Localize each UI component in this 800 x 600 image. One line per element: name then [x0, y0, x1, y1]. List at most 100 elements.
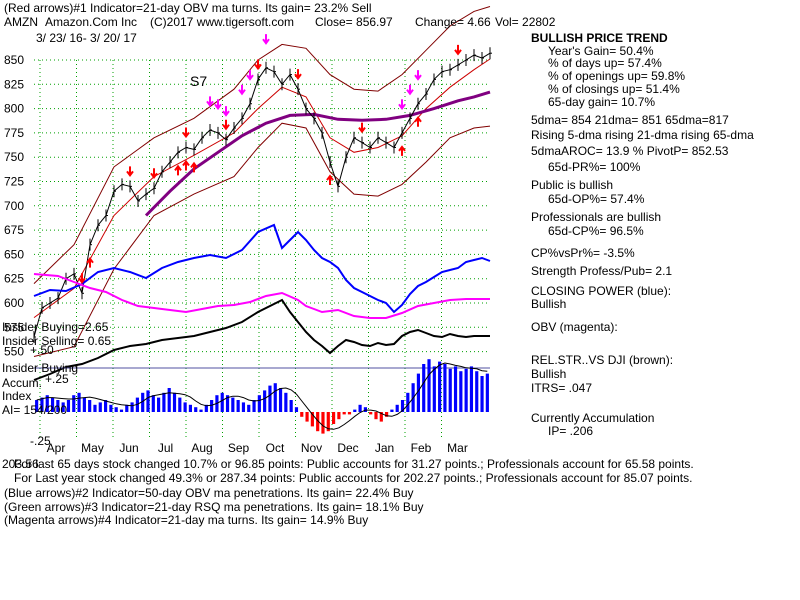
bottom-line5: (Magenta arrows)#4 Indicator=21-day ma t… — [4, 513, 369, 527]
month-tick-label: Jul — [158, 441, 173, 455]
closings-up: % of closings up= 51.4% — [548, 82, 680, 96]
signal-label: S7 — [190, 73, 208, 89]
minus25-label: -.25 — [30, 434, 51, 448]
close-price: Close= 856.97 — [315, 15, 393, 29]
closing-power-bullish: Bullish — [531, 297, 567, 311]
plus25-label: +.25 — [45, 372, 69, 386]
relstr-bullish: Bullish — [531, 367, 567, 381]
price-tick-label: 775 — [4, 126, 24, 140]
price-tick-label: 625 — [4, 272, 24, 286]
trend-title: BULLISH PRICE TREND — [531, 31, 668, 45]
company-name: Amazon.Com Inc — [45, 15, 138, 29]
magenta-arrow — [414, 70, 422, 81]
itrs-value: ITRS= .047 — [531, 381, 593, 395]
date-range: 3/ 23/ 16- 3/ 20/ 17 — [36, 31, 137, 45]
red-buy-arrow — [326, 174, 334, 186]
insider-buying2-label: Insider Buying — [2, 361, 79, 375]
red-sell-arrow — [454, 44, 462, 56]
ai-label: AI= 154/200 — [2, 403, 68, 417]
accum-smooth-line — [36, 362, 488, 430]
relstr-label: REL.STR..VS DJI (brown): — [531, 353, 674, 367]
month-tick-label: May — [81, 441, 104, 455]
month-tick-label: Apr — [47, 441, 66, 455]
copyright: (C)2017 www.tigersoft.com — [150, 15, 295, 29]
month-tick-label: Mar — [447, 441, 468, 455]
red-buy-arrow — [174, 164, 182, 176]
insider-buying-label: Insider Buying=2.65 — [2, 320, 109, 334]
obv-label: OBV (magenta): — [531, 320, 618, 334]
bottom-line4: (Green arrows)#3 Indicator=21-day RSQ ma… — [4, 500, 424, 514]
magenta-arrow — [262, 34, 270, 45]
red-sell-arrow — [126, 166, 134, 178]
upper-band-line — [33, 6, 491, 284]
month-tick-label: Jan — [375, 441, 394, 455]
red-buy-arrow — [86, 257, 94, 268]
red-sell-arrow — [182, 127, 190, 139]
plus50-label: +.50 — [30, 343, 54, 357]
month-tick-label: Dec — [337, 441, 358, 455]
closing-power-label: CLOSING POWER (blue): — [531, 284, 672, 298]
month-tick-label: Sep — [228, 441, 250, 455]
month-tick-label: Feb — [411, 441, 432, 455]
price-tick-label: 675 — [4, 223, 24, 237]
month-tick-label: Oct — [266, 441, 285, 455]
price-tick-label: 550 — [4, 345, 24, 359]
red-sell-arrow — [254, 59, 262, 71]
lower-band-line — [33, 122, 491, 357]
price-tick-label: 850 — [4, 53, 24, 67]
ip-value: IP= .206 — [548, 424, 594, 438]
magenta-arrow — [406, 84, 414, 96]
red-sell-arrow — [222, 119, 230, 131]
red-buy-arrow — [414, 116, 422, 127]
closing-power-line — [33, 223, 491, 314]
strength: Strength Profess/Pub= 2.1 — [531, 264, 673, 278]
volume: Vol= 22802 — [495, 15, 556, 29]
magenta-arrow — [238, 84, 246, 96]
years-gain: Year's Gain= 50.4% — [548, 44, 654, 58]
accum-label: Accum. — [2, 376, 43, 390]
red-buy-arrow — [190, 161, 198, 173]
openings-up: % of openings up= 59.8% — [548, 69, 686, 83]
dma-values: 5dma= 854 21dma= 851 65dma=817 — [531, 113, 729, 127]
aroc-pivot: 5dmaAROC= 13.9 % PivotP= 852.53 — [531, 144, 729, 158]
insider-selling-label: Insider Selling= 0.65 — [2, 334, 112, 348]
price-tick-label: 800 — [4, 102, 24, 116]
relstr-line — [33, 298, 490, 381]
obv-line — [33, 273, 490, 319]
price-tick-label: 825 — [4, 77, 24, 91]
day65-gain: 65-day gain= 10.7% — [548, 95, 656, 109]
price-tick-label: 750 — [4, 150, 24, 164]
price-tick-label: 575 — [4, 320, 24, 334]
magenta-arrow — [214, 99, 222, 110]
price-tick-label: 650 — [4, 247, 24, 261]
price-tick-label: 600 — [4, 296, 24, 310]
ticker: AMZN — [4, 15, 38, 29]
op-value: 65d-OP%= 57.4% — [548, 192, 645, 206]
price-line — [33, 52, 491, 338]
cp-vs-pr: CP%vsPr%= -3.5% — [531, 246, 635, 260]
red-sell-arrow — [78, 273, 86, 284]
price-tick-label: 700 — [4, 199, 24, 213]
red-sell-arrow — [150, 168, 158, 179]
month-tick-label: Nov — [301, 441, 322, 455]
public-bullish: Public is bullish — [531, 178, 614, 192]
price-tick-label: 725 — [4, 175, 24, 189]
accumulation-status: Currently Accumulation — [531, 411, 655, 425]
magenta-arrow — [206, 96, 214, 108]
pros-bullish: Professionals are bullish — [531, 210, 662, 224]
cp-value: 65d-CP%= 96.5% — [548, 224, 644, 238]
bottom-prefix: 203.56 — [2, 457, 39, 471]
days-up: % of days up= 57.4% — [548, 56, 662, 70]
red-buy-arrow — [182, 159, 190, 171]
rising-mas: Rising 5-dma rising 21-dma rising 65-dma — [531, 128, 754, 142]
red-buy-arrow — [398, 145, 406, 156]
bottom-line1: For last 65 days stock changed 10.7% or … — [14, 457, 694, 471]
bottom-line3: (Blue arrows)#2 Indicator=50-day OBV ma … — [4, 486, 414, 500]
index-label: Index — [2, 389, 32, 403]
magenta-arrow — [246, 70, 254, 81]
month-tick-label: Aug — [191, 441, 212, 455]
ma65-line — [144, 90, 491, 217]
magenta-arrow — [222, 106, 230, 117]
header-line1: (Red arrows)#1 Indicator=21-day OBV ma t… — [4, 1, 372, 15]
